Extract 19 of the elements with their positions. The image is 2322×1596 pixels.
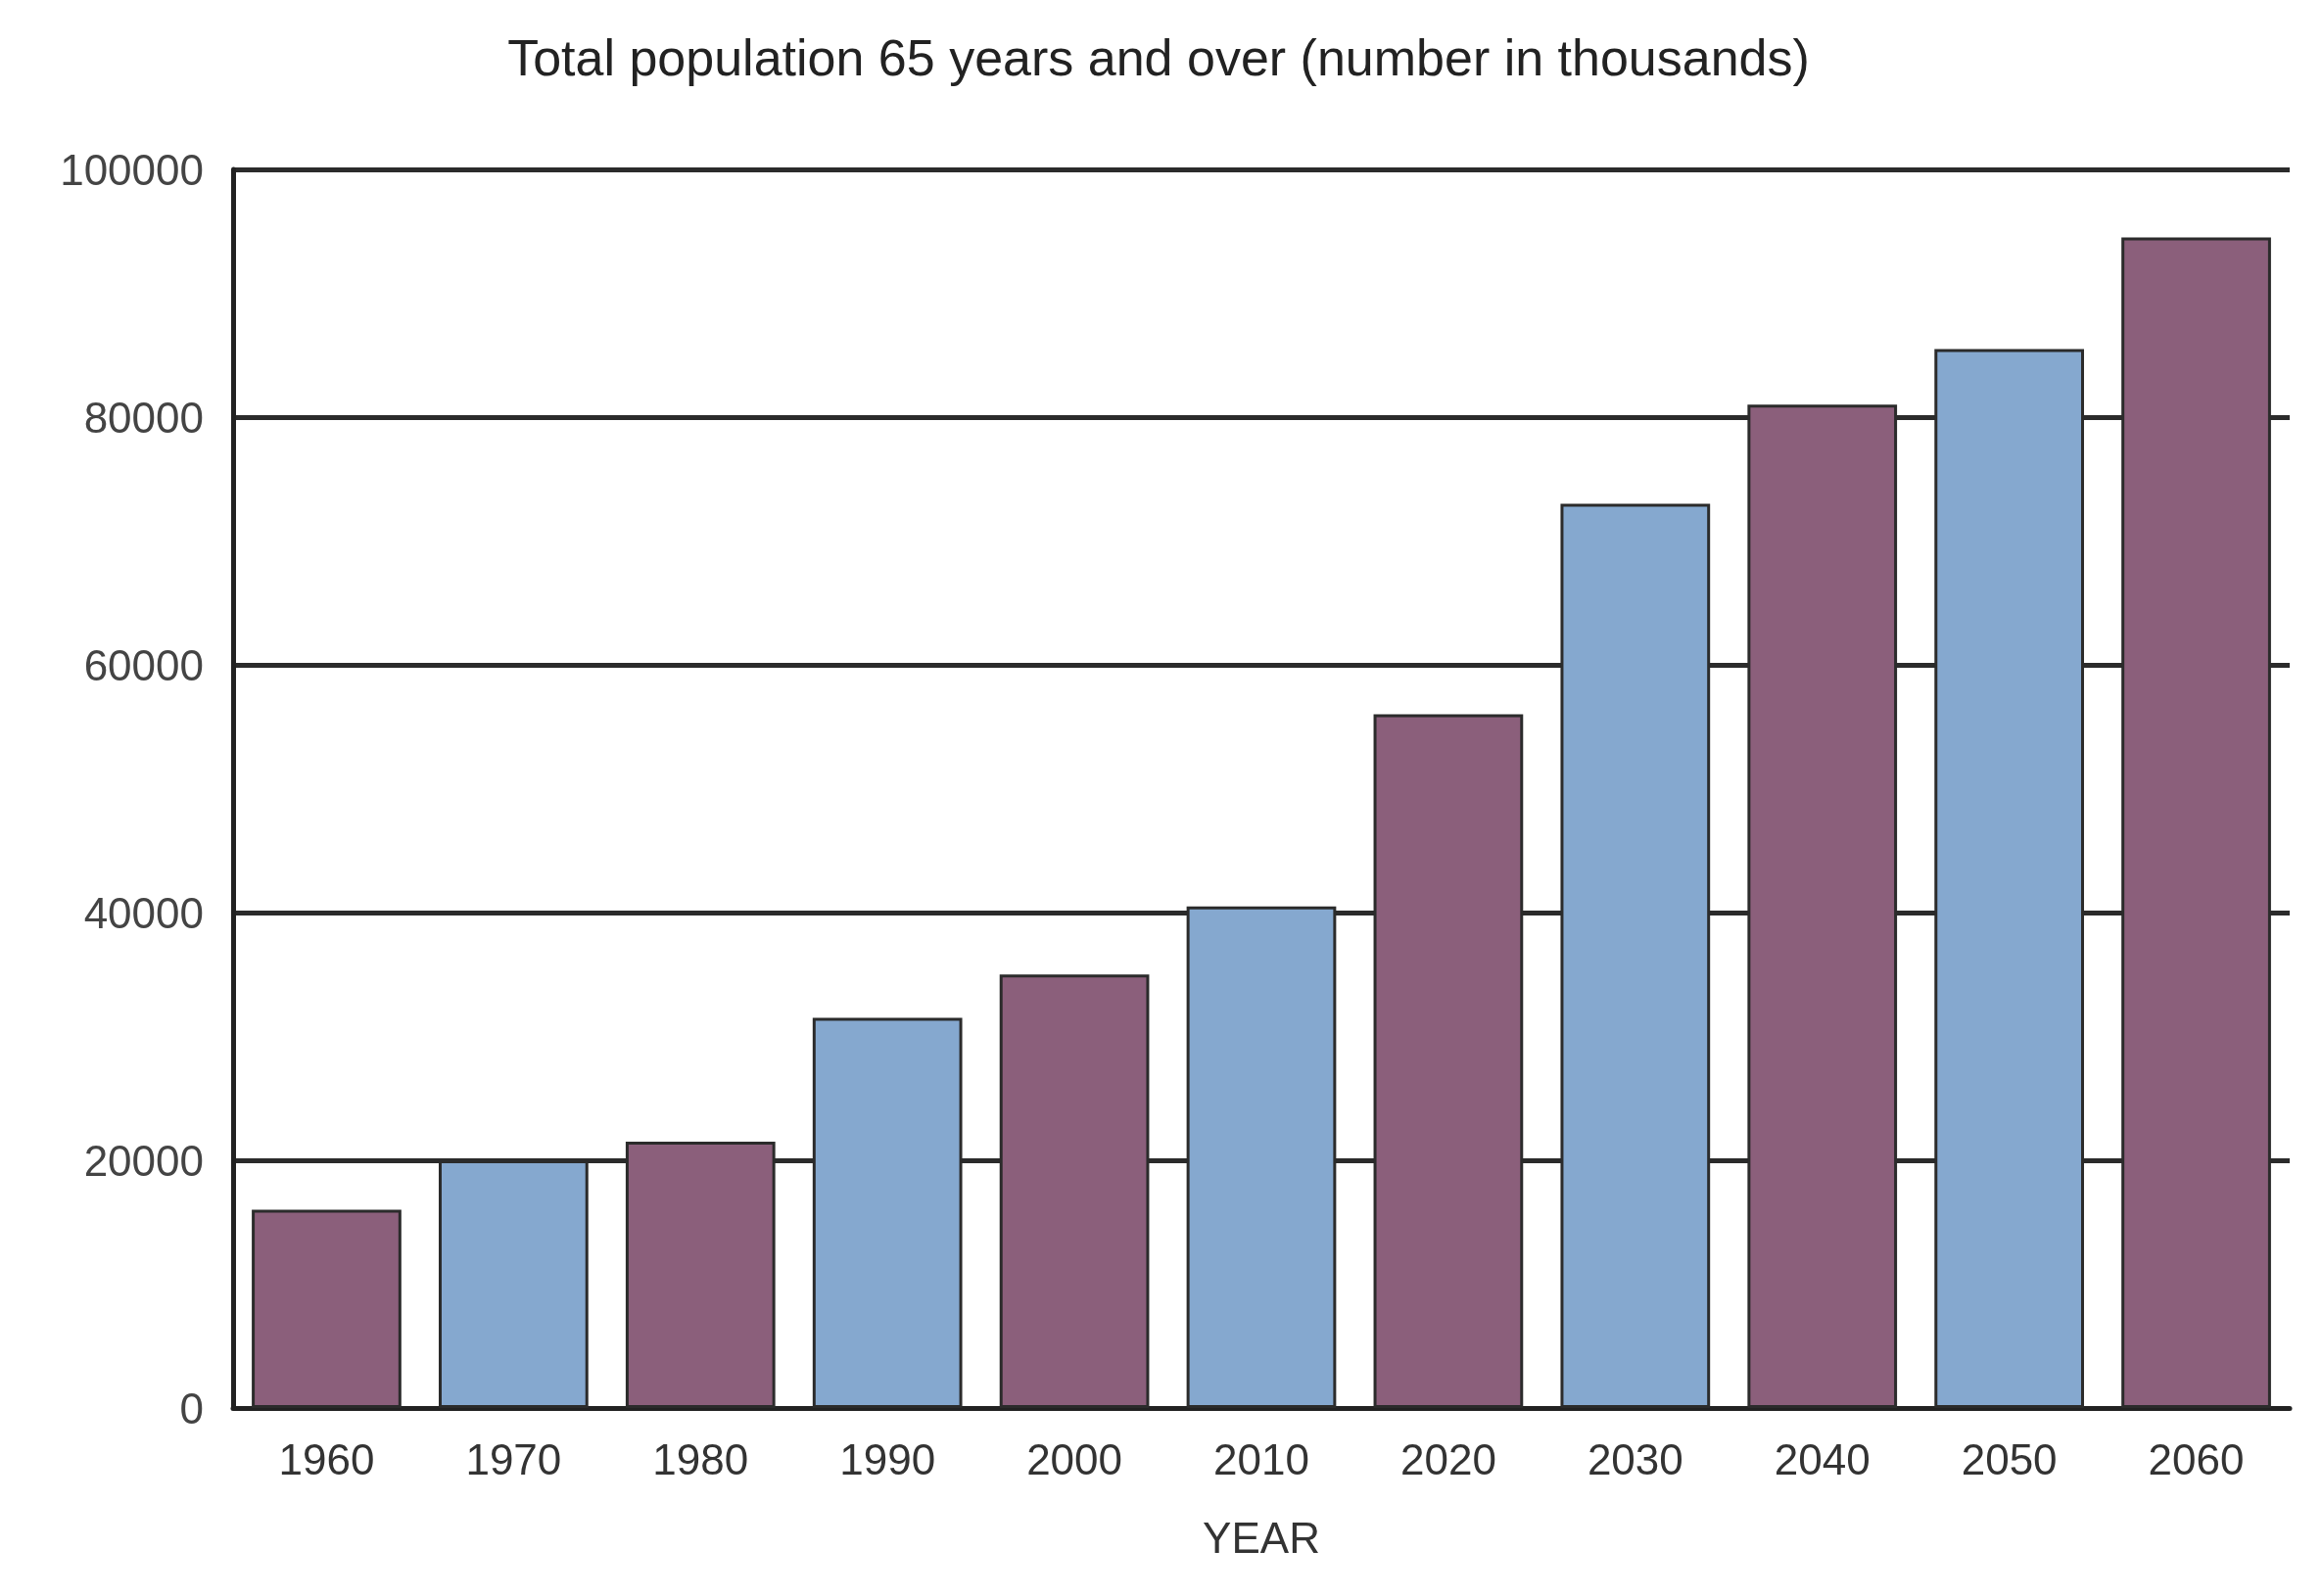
y-tick-label: 20000 — [83, 1136, 204, 1185]
y-tick-label: 80000 — [83, 393, 204, 442]
y-tick-label: 0 — [179, 1384, 204, 1432]
x-tick-label: 2060 — [2148, 1434, 2245, 1483]
x-tick-label: 2010 — [1213, 1434, 1309, 1483]
x-tick-label: 1960 — [278, 1434, 375, 1483]
chart-title: Total population 65 years and over (number in thousands) — [507, 29, 1810, 86]
x-axis-title: YEAR — [1203, 1513, 1320, 1562]
x-tick-label: 1980 — [652, 1434, 749, 1483]
x-tick-label: 2020 — [1399, 1434, 1496, 1483]
y-tick-label: 100000 — [60, 145, 204, 194]
x-tick-label: 1970 — [465, 1434, 562, 1483]
y-tick-label: 60000 — [83, 640, 204, 689]
y-tick-label: 40000 — [83, 888, 204, 937]
x-tick-label: 2030 — [1587, 1434, 1683, 1483]
x-tick-label: 2050 — [1961, 1434, 2058, 1483]
x-tick-label: 2000 — [1026, 1434, 1123, 1483]
x-tick-label: 1990 — [839, 1434, 936, 1483]
x-tick-label: 2040 — [1774, 1434, 1871, 1483]
